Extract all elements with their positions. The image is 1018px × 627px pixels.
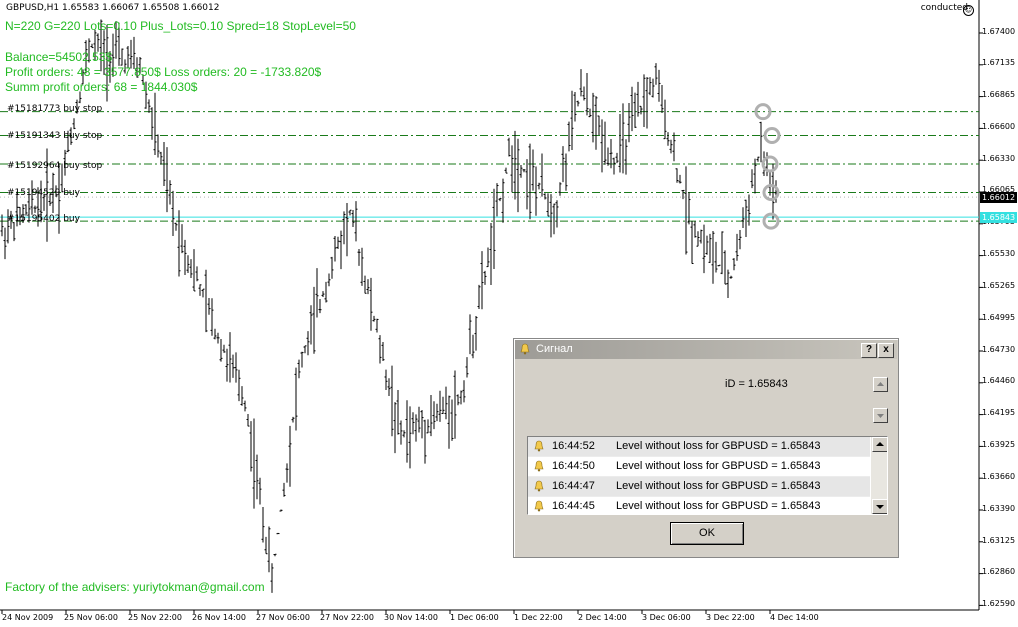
order-label: #15194529 buy <box>7 188 80 198</box>
help-button[interactable]: ? <box>861 343 877 358</box>
order-marker-icon <box>761 155 779 173</box>
alert-time: 16:44:47 <box>552 480 595 492</box>
price-axis[interactable]: 1.67400 1.67135 1.66865 1.66600 1.66330 … <box>979 0 1018 610</box>
time-tick: 25 Nov 22:00 <box>128 613 182 622</box>
dialog-titlebar[interactable]: Сигнал ? x <box>515 340 897 359</box>
order-label: #15195402 buy <box>7 214 80 224</box>
time-tick: 2 Dec 14:00 <box>578 613 627 622</box>
order-label: #15192964 buy stop <box>7 161 103 171</box>
time-tick: 1 Dec 22:00 <box>514 613 563 622</box>
dialog-title: Сигнал <box>536 343 573 355</box>
time-tick: 1 Dec 06:00 <box>450 613 499 622</box>
price-tick: 1.63125 <box>982 536 1016 545</box>
bell-icon <box>534 460 544 472</box>
smiley-icon: ☺ <box>963 5 974 16</box>
scroll-up-button[interactable] <box>873 377 888 392</box>
price-tick: 1.67400 <box>982 27 1016 36</box>
bell-icon <box>534 480 544 492</box>
level-price-label: 1.65843 <box>980 212 1018 223</box>
ea-balance: Balance=54502.53$ <box>5 50 113 64</box>
scroll-down-button[interactable] <box>873 408 888 423</box>
bid-price-label: 1.66012 <box>980 192 1018 203</box>
price-tick: 1.64195 <box>982 408 1016 417</box>
arrow-up-icon <box>877 382 884 386</box>
bell-icon <box>520 343 530 355</box>
time-tick: 3 Dec 06:00 <box>642 613 691 622</box>
price-tick: 1.65530 <box>982 249 1016 258</box>
order-marker-icon <box>762 184 780 202</box>
alert-list-scrollbar[interactable] <box>871 437 887 514</box>
ok-button[interactable]: OK <box>670 522 744 545</box>
order-marker-icon <box>763 126 781 144</box>
price-tick: 1.62590 <box>982 599 1016 608</box>
order-marker-icon <box>762 212 780 230</box>
price-tick: 1.66600 <box>982 122 1016 131</box>
signal-message: iD = 1.65843 <box>725 378 788 390</box>
alert-text: Level without loss for GBPUSD = 1.65843 <box>616 440 821 452</box>
order-label: #15191343 buy stop <box>7 131 103 141</box>
alert-row[interactable]: 16:44:45 Level without loss for GBPUSD =… <box>528 497 870 514</box>
time-tick: 25 Nov 06:00 <box>64 613 118 622</box>
ea-params: N=220 G=220 Lots=0.10 Plus_Lots=0.10 Spr… <box>5 19 356 33</box>
price-tick: 1.65265 <box>982 281 1016 290</box>
alert-text: Level without loss for GBPUSD = 1.65843 <box>616 460 821 472</box>
footer-credit: Factory of the advisers: yuriytokman@gma… <box>5 580 265 594</box>
ea-summ-profit: Summ profit orders: 68 = 1844.030$ <box>5 80 198 94</box>
time-tick: 4 Dec 14:00 <box>770 613 819 622</box>
alert-row[interactable]: 16:44:52 Level without loss for GBPUSD =… <box>528 437 870 457</box>
arrow-down-icon <box>876 505 884 509</box>
bell-icon <box>534 440 544 452</box>
time-tick: 27 Nov 06:00 <box>256 613 310 622</box>
alert-time: 16:44:52 <box>552 440 595 452</box>
time-tick: 30 Nov 14:00 <box>384 613 438 622</box>
price-tick: 1.66065 <box>982 185 1016 194</box>
order-label: #15181773 buy stop <box>7 104 103 114</box>
price-tick: 1.67135 <box>982 58 1016 67</box>
alert-time: 16:44:50 <box>552 460 595 472</box>
symbol-header: GBPUSD,H1 1.65583 1.66067 1.65508 1.6601… <box>6 3 220 13</box>
alert-row[interactable]: 16:44:50 Level without loss for GBPUSD =… <box>528 457 870 477</box>
close-button[interactable]: x <box>878 343 894 358</box>
alert-list[interactable]: 16:44:52 Level without loss for GBPUSD =… <box>527 436 888 515</box>
bell-icon <box>534 500 544 512</box>
signal-dialog[interactable]: Сигнал ? x iD = 1.65843 16:44:52 Level w… <box>513 338 899 558</box>
price-tick: 1.62860 <box>982 567 1016 576</box>
alert-time: 16:44:45 <box>552 500 595 512</box>
list-scroll-down-button[interactable] <box>872 499 887 514</box>
alert-text: Level without loss for GBPUSD = 1.65843 <box>616 480 821 492</box>
list-scroll-up-button[interactable] <box>872 437 887 452</box>
price-tick: 1.66330 <box>982 154 1016 163</box>
price-tick: 1.63660 <box>982 472 1016 481</box>
price-tick: 1.66865 <box>982 90 1016 99</box>
time-tick: 3 Dec 22:00 <box>706 613 755 622</box>
alert-row[interactable]: 16:44:47 Level without loss for GBPUSD =… <box>528 477 870 497</box>
price-tick: 1.64730 <box>982 345 1016 354</box>
price-tick: 1.63925 <box>982 440 1016 449</box>
price-tick: 1.64460 <box>982 376 1016 385</box>
price-tick: 1.63390 <box>982 504 1016 513</box>
arrow-down-icon <box>877 414 884 418</box>
arrow-up-icon <box>876 442 884 446</box>
order-marker-icon <box>754 103 772 121</box>
expert-status: conducted <box>920 3 968 13</box>
alert-text: Level without loss for GBPUSD = 1.65843 <box>616 500 821 512</box>
time-tick: 24 Nov 2009 <box>2 613 54 622</box>
time-tick: 27 Nov 22:00 <box>320 613 374 622</box>
price-tick: 1.64995 <box>982 313 1016 322</box>
time-tick: 26 Nov 14:00 <box>192 613 246 622</box>
ea-profit-loss: Profit orders: 48 = 3577.850$ Loss order… <box>5 65 322 79</box>
